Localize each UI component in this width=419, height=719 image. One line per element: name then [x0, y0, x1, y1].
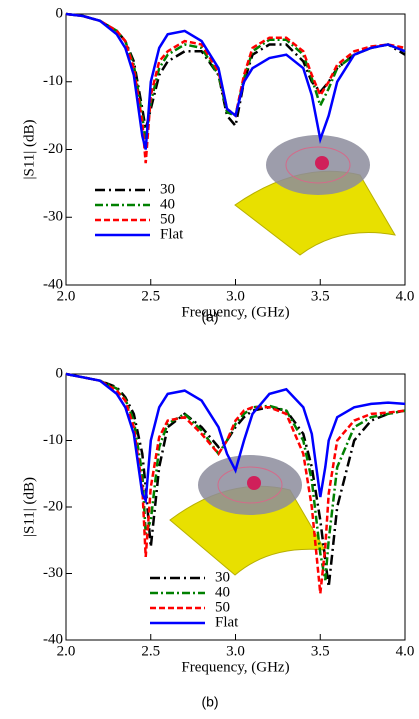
x-tick-label: 2.5	[141, 643, 160, 659]
x-tick-label: 2.0	[57, 643, 76, 659]
y-axis-label: |S11| (dB)	[21, 477, 37, 537]
x-axis-label: Frequency, (GHz)	[181, 304, 289, 320]
legend-label: 40	[160, 196, 175, 212]
inset-ring	[217, 466, 283, 504]
caption: (a)	[201, 309, 218, 325]
y-tick-label: -20	[43, 141, 63, 157]
series-line	[65, 372, 406, 505]
y-tick-label: -10	[43, 73, 63, 89]
x-tick-label: 3.5	[311, 288, 330, 304]
y-tick-label: 0	[56, 5, 64, 21]
x-axis-label: Frequency, (GHz)	[181, 659, 289, 675]
y-axis-label: |S11| (dB)	[21, 119, 37, 179]
legend-label: 30	[160, 181, 175, 197]
y-tick-label: 0	[56, 365, 64, 381]
inset-b	[169, 455, 326, 576]
legend-label: 40	[215, 584, 230, 600]
y-tick-label: -30	[43, 565, 63, 581]
inset-feed	[247, 476, 261, 490]
x-tick-label: 2.0	[57, 288, 76, 304]
inset-ring	[285, 146, 351, 184]
x-tick-label: 3.5	[311, 643, 330, 659]
x-tick-label: 4.0	[396, 643, 415, 659]
x-tick-label: 3.0	[226, 643, 245, 659]
y-tick-label: -40	[43, 631, 63, 647]
x-tick-label: 2.5	[141, 288, 160, 304]
series-line	[65, 372, 406, 594]
legend-label: 50	[160, 211, 175, 227]
x-tick-label: 3.0	[226, 288, 245, 304]
series-line	[65, 372, 406, 581]
x-tick-label: 4.0	[396, 288, 415, 304]
y-tick-label: -40	[43, 276, 63, 292]
y-tick-label: -20	[43, 498, 63, 514]
y-tick-label: -30	[43, 209, 63, 225]
series-line	[65, 12, 406, 150]
inset-a	[234, 135, 396, 256]
y-tick-label: -10	[43, 432, 63, 448]
inset-feed	[315, 156, 329, 170]
legend-label: 30	[215, 569, 230, 585]
legend-label: Flat	[215, 614, 239, 630]
legend-label: 50	[215, 599, 230, 615]
legend-label: Flat	[160, 226, 184, 242]
caption: (b)	[201, 694, 218, 710]
